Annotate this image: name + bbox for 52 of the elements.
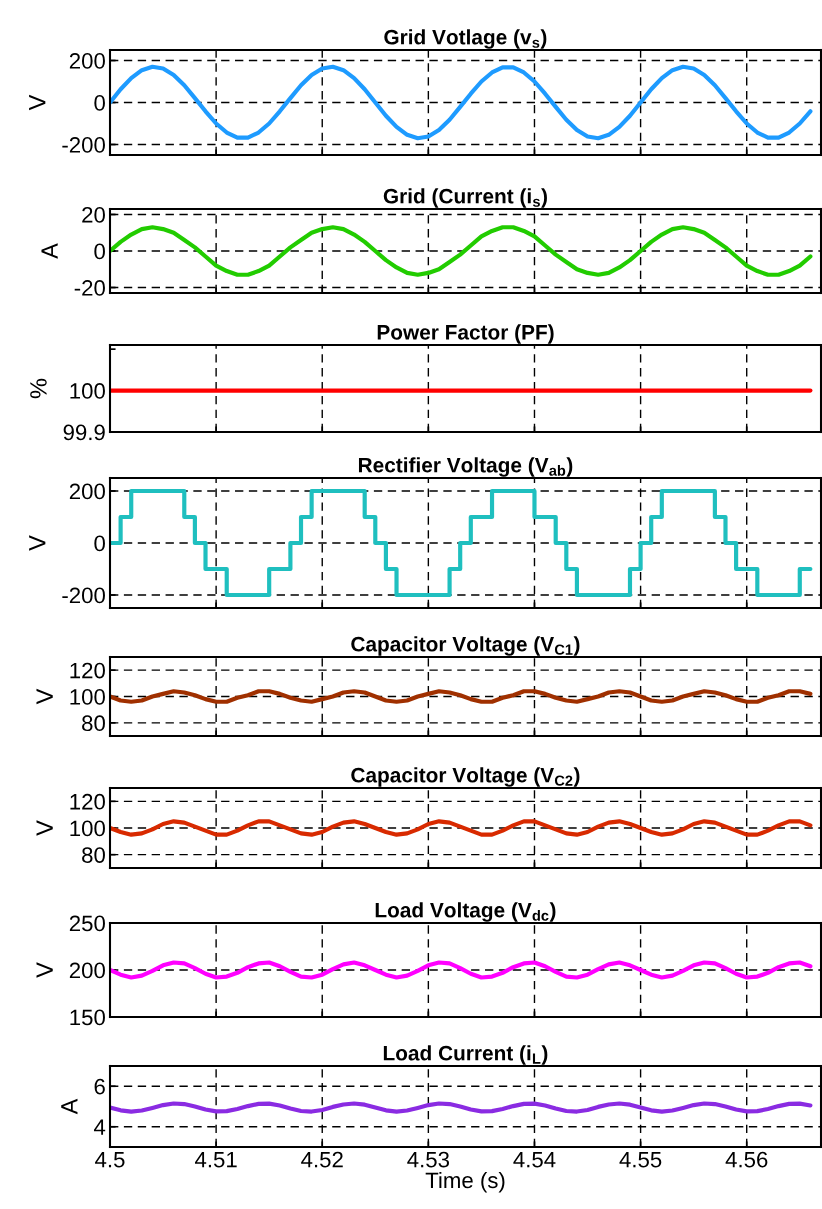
y-tick-label: 200 (69, 53, 105, 69)
y-axis-title: V (36, 688, 53, 705)
line-series (110, 819, 813, 837)
y-tick-label: 20 (82, 207, 105, 223)
x-tick-label: 4.52 (301, 1151, 343, 1168)
chart-title: Capacitor Voltage (V$_{C1}$) (351, 636, 580, 656)
y-tick-label: 6 (94, 1078, 105, 1095)
y-tick-label: 0 (94, 95, 105, 111)
y-tick-label: 100 (70, 383, 105, 399)
y-tick-label: 0 (94, 243, 105, 260)
chart-title: Grid Votlage (v$_{s}$) (384, 29, 547, 49)
line-series (110, 689, 813, 704)
y-tick-label: 250 (69, 915, 105, 932)
line-series (110, 1101, 813, 1114)
y-tick-label: 100 (70, 820, 105, 837)
x-tick-label: 4.5 (95, 1151, 125, 1168)
line-series (110, 225, 813, 277)
y-tick-label: 200 (69, 962, 105, 979)
chart-title: Capacitor Voltage (V$_{C2}$) (351, 767, 580, 787)
y-axis-title: V (29, 535, 46, 551)
x-axis-title: Time (s) (425, 1171, 505, 1193)
x-tick-label: 4.54 (513, 1151, 556, 1168)
y-tick-label: 150 (70, 1009, 105, 1026)
chart-title: Power Factor (PF) (377, 324, 554, 344)
x-tick-label: 4.53 (407, 1151, 450, 1168)
y-tick-label: -200 (62, 587, 105, 604)
y-axis-title: % (30, 378, 47, 399)
line-series (110, 64, 813, 141)
y-axis-title: V (29, 94, 46, 111)
y-tick-label: 99.9 (63, 424, 105, 441)
y-tick-label: 100 (70, 689, 105, 705)
y-tick-label: 120 (70, 662, 105, 679)
y-tick-label: 80 (82, 847, 105, 863)
y-tick-label: 120 (70, 793, 105, 810)
chart-title: Rectifier Voltage (V$_{ab}$) (358, 457, 573, 477)
y-tick-label: 200 (69, 483, 105, 500)
y-tick-label: -200 (62, 137, 105, 153)
y-tick-label: -20 (74, 280, 105, 296)
y-axis-title: A (41, 243, 58, 259)
chart-title: Load Voltage (V$_{dc}$) (375, 902, 556, 922)
y-tick-label: 0 (94, 535, 105, 552)
x-tick-label: 4.56 (725, 1151, 768, 1168)
line-series (110, 960, 813, 980)
x-tick-label: 4.51 (195, 1151, 237, 1168)
chart-title: Grid (Current (i$_{s}$) (383, 188, 547, 208)
y-axis-title: V (36, 962, 53, 978)
x-tick-label: 4.55 (619, 1151, 662, 1168)
y-tick-label: 80 (82, 715, 105, 732)
y-tick-label: 4 (93, 1119, 106, 1135)
y-axis-title: V (36, 820, 53, 836)
y-axis-title: A (61, 1098, 78, 1115)
chart-title: Load Current (i$_{L}$) (383, 1045, 548, 1065)
